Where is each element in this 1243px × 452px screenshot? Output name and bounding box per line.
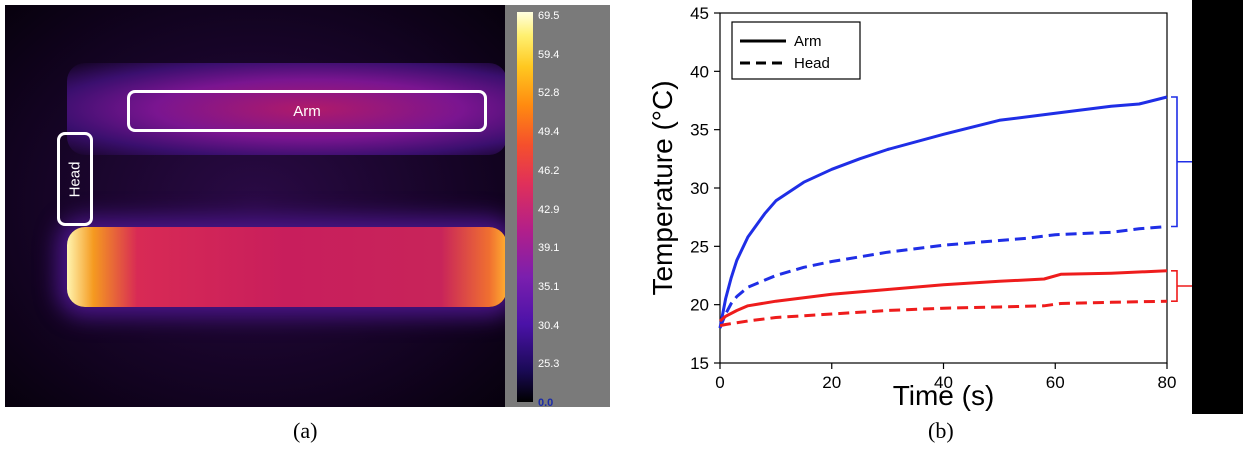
head-label: Head: [66, 161, 84, 197]
blue-solid-series-line: [718, 95, 1168, 329]
blue-dashed-series-line: [718, 225, 1168, 329]
temperature-chart: 15 20 25 30 35 40 45 0 20 40 60 80 Time (s) Temperatu…: [647, 4, 1192, 411]
lower-heat-band: [67, 227, 507, 307]
colorscale-tick-label: 35.1: [538, 280, 560, 293]
colorscale-tick-label: 30.4: [538, 319, 560, 332]
colorscale-tick-label: 0.0: [538, 397, 554, 407]
red-group-bracket: [1171, 270, 1192, 302]
legend-label: Arm: [794, 33, 822, 50]
thermal-image: Arm Head: [5, 5, 507, 407]
red-solid-series-line: [719, 269, 1168, 323]
colorscale-tick-label: 25.3: [538, 358, 560, 371]
chart-legend: Arm Head: [731, 21, 861, 80]
x-tick-label: 0: [715, 373, 724, 392]
colorscale-tick-label: 49.4: [538, 126, 560, 139]
colorscale-tick-label: 52.8: [538, 87, 560, 100]
thermal-image-panel: Arm Head 69.5 59.4 52.8 49.4 46.2 42.9 39.1 35.…: [5, 5, 610, 407]
y-tick-label: 15: [690, 354, 709, 373]
x-tick-label: 80: [1158, 373, 1177, 392]
y-tick-label: 40: [690, 62, 709, 81]
head-label-box: Head: [57, 132, 93, 226]
y-tick-label: 30: [690, 179, 709, 198]
colorscale-tick-label: 59.4: [538, 48, 560, 61]
blue-group-bracket: [1171, 96, 1192, 228]
y-tick-label: 20: [690, 296, 709, 315]
x-tick-label: 20: [822, 373, 841, 392]
y-axis-label: Temperature (°C): [647, 80, 678, 295]
y-tick-label: 45: [690, 4, 709, 23]
x-tick-label: 60: [1046, 373, 1065, 392]
arm-label-box: Arm: [127, 90, 487, 132]
arm-label: Arm: [293, 102, 321, 120]
caption-b: (b): [928, 418, 954, 443]
arm-heat-band: [67, 63, 507, 155]
colorscale-tick-label: 42.9: [538, 203, 560, 216]
legend-label: Head: [794, 55, 830, 72]
colorscale-bar: [517, 12, 533, 402]
caption-a: (a): [293, 418, 318, 443]
x-tick-label: 40: [934, 373, 953, 392]
colorscale-tick-label: 69.5: [538, 10, 560, 22]
x-axis-label: Time (s): [893, 380, 995, 411]
legend-box: [731, 21, 861, 80]
colorscale-tick-label: 39.1: [538, 242, 560, 255]
colorscale-tick-label: 46.2: [538, 164, 560, 177]
y-tick-label: 35: [690, 121, 709, 140]
red-dashed-series-line: [719, 299, 1168, 328]
y-tick-label: 25: [690, 237, 709, 256]
colorscale-panel: 69.5 59.4 52.8 49.4 46.2 42.9 39.1 35.1 30.4 25.3…: [505, 5, 610, 407]
right-edge-strip: [1192, 0, 1243, 414]
